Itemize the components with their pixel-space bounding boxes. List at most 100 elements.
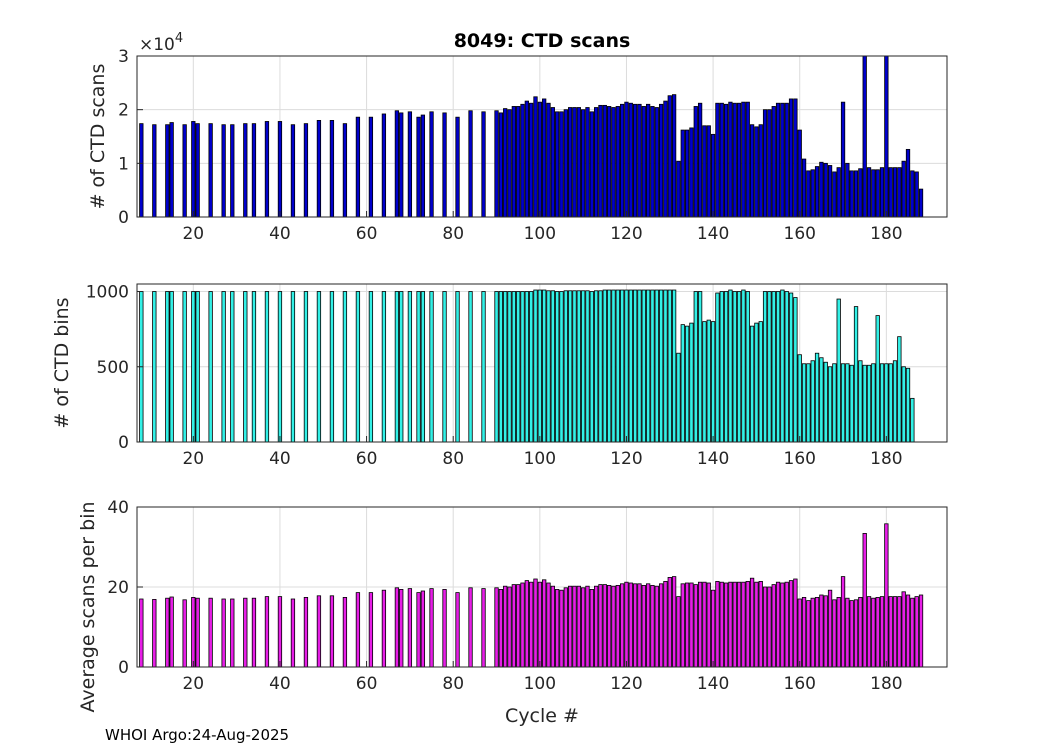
bar-cycle-120: [624, 289, 629, 443]
bar-cycle-150: [754, 322, 759, 443]
y-tick-label: 1000: [86, 283, 129, 303]
bar-cycle-11: [152, 599, 157, 668]
bar-cycle-40: [277, 291, 283, 443]
bar-cycle-136: [693, 106, 698, 218]
x-tick-label: 100: [524, 449, 556, 469]
bar-cycle-151: [758, 581, 763, 668]
bar-cycle-183: [897, 336, 902, 443]
bar-cycle-170: [840, 101, 846, 218]
bar-cycle-187: [914, 596, 919, 668]
exponent-base: ×10: [139, 35, 175, 55]
bar-cycle-27: [221, 291, 226, 443]
bar-cycle-180: [884, 363, 889, 443]
bar-cycle-68: [399, 291, 404, 443]
bar-cycle-37: [264, 596, 270, 668]
y-tick-label: 40: [107, 498, 129, 518]
bar-cycle-122: [633, 289, 638, 443]
bar-cycle-95: [516, 291, 521, 443]
bar-cycle-70: [407, 291, 413, 443]
bar-cycle-21: [195, 123, 200, 218]
bar-cycle-114: [598, 104, 603, 218]
bar-cycle-81: [455, 116, 460, 218]
bar-series: [139, 55, 924, 218]
bar-cycle-27: [221, 124, 226, 218]
bar-cycle-119: [620, 289, 625, 443]
bar-cycle-147: [741, 289, 746, 443]
bar-cycle-111: [585, 107, 590, 218]
bar-cycle-147: [741, 581, 746, 668]
bar-cycle-106: [563, 109, 568, 218]
bar-cycle-94: [511, 584, 516, 668]
bar-cycle-64: [381, 589, 387, 668]
bar-cycle-104: [555, 111, 560, 218]
bar-cycle-140: [710, 133, 716, 218]
bar-cycle-185: [905, 148, 911, 218]
bar-cycle-159: [793, 98, 798, 218]
bar-cycle-55: [342, 123, 348, 218]
x-axis-label: Cycle #: [505, 705, 579, 727]
bar-cycle-37: [264, 291, 270, 443]
bar-cycle-24: [208, 291, 213, 443]
bar-cycle-113: [594, 107, 599, 218]
y-tick-label: 3: [118, 47, 129, 67]
bar-cycle-96: [520, 582, 525, 668]
bar-cycle-37: [264, 121, 270, 218]
x-tick-label: 60: [356, 674, 378, 694]
bar-cycle-174: [858, 360, 863, 443]
bar-cycle-58: [355, 291, 361, 443]
bar-cycle-163: [810, 360, 815, 443]
bar-cycle-78: [442, 112, 447, 218]
bar-cycle-187: [914, 171, 919, 218]
bar-cycle-177: [871, 597, 876, 668]
bar-cycle-90: [494, 110, 499, 218]
bar-cycle-139: [706, 582, 711, 668]
bar-cycle-34: [251, 597, 257, 668]
bar-cycle-46: [303, 123, 309, 218]
y-tick-labels: 0 1 2 3: [118, 47, 143, 228]
bar-cycle-126: [650, 289, 655, 443]
bar-cycle-168: [832, 599, 837, 668]
x-tick-label: 40: [269, 449, 291, 469]
bar-cycle-129: [663, 289, 668, 443]
bar-cycle-148: [745, 581, 750, 668]
bar-cycle-101: [542, 289, 547, 443]
bar-cycle-105: [559, 589, 564, 668]
bar-cycle-64: [381, 113, 387, 218]
bar-cycle-107: [568, 107, 573, 218]
bar-cycle-99: [533, 96, 538, 218]
x-tick-label: 60: [356, 449, 378, 469]
bar-cycle-75: [429, 588, 434, 668]
bar-cycle-72: [416, 116, 421, 218]
bar-cycle-32: [243, 597, 248, 668]
bar-cycle-92: [503, 585, 508, 668]
bar-cycle-180: [884, 523, 889, 668]
bar-cycle-110: [581, 290, 586, 443]
bar-cycle-149: [749, 577, 755, 668]
bar-cycle-130: [667, 577, 672, 668]
bar-cycle-179: [879, 363, 885, 443]
bar-cycle-144: [728, 289, 733, 443]
y-tick-labels: 0 500 1000: [86, 283, 143, 453]
bar-cycle-91: [498, 112, 503, 218]
bar-cycle-147: [741, 101, 746, 218]
bar-cycle-186: [910, 397, 915, 443]
bar-cycle-163: [810, 169, 815, 218]
bar-cycle-118: [615, 585, 620, 668]
bar-cycle-127: [654, 107, 659, 218]
bar-cycle-112: [589, 111, 594, 218]
bar-cycle-178: [875, 315, 880, 443]
bar-cycle-186: [910, 170, 915, 218]
bar-cycle-29: [230, 291, 235, 443]
panel-scans-per-bin: 20 40 60 80 100 120 140 160 180 0 20 40 Average sc…: [77, 498, 948, 727]
bar-cycle-34: [251, 291, 257, 443]
y-tick-label: 1: [118, 154, 129, 174]
bar-cycle-162: [806, 363, 811, 443]
bar-cycle-78: [442, 291, 447, 443]
bar-cycle-103: [550, 585, 555, 668]
bar-cycle-115: [602, 289, 607, 443]
bar-cycle-173: [853, 599, 859, 668]
bar-cycle-58: [355, 592, 361, 668]
x-tick-label: 160: [784, 224, 816, 244]
x-tick-label: 180: [870, 224, 902, 244]
bar-cycle-32: [243, 291, 248, 443]
